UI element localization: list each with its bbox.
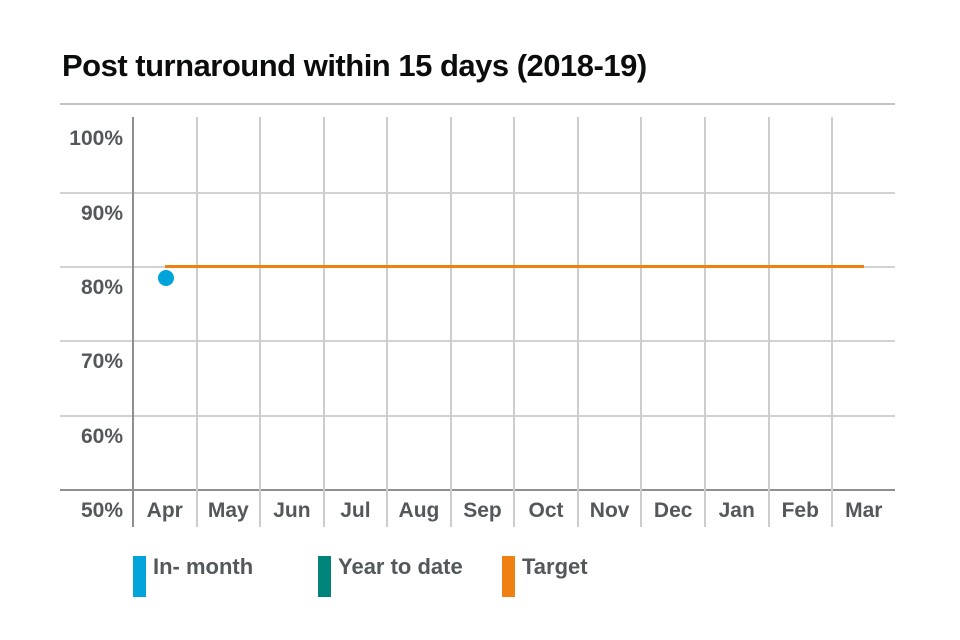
v-gridline: [259, 117, 262, 527]
x-tick-label: Apr: [146, 499, 183, 522]
x-tick-label: Jan: [718, 499, 755, 522]
v-gridline: [513, 117, 516, 527]
year-to-date-label: Year to date: [338, 554, 463, 579]
x-tick-label: Jul: [340, 499, 371, 522]
y-tick-label: 90%: [80, 201, 123, 225]
chart-title: Post turnaround within 15 days (2018-19): [62, 48, 647, 83]
v-gridline: [640, 117, 643, 527]
y-axis-line: [132, 117, 134, 527]
legend-item-in-month: In- month: [133, 556, 253, 597]
x-axis-line: [60, 489, 895, 491]
x-tick-label: Mar: [845, 499, 883, 522]
v-gridline: [195, 117, 198, 527]
v-gridline: [576, 117, 579, 527]
h-gridline: [60, 191, 895, 194]
y-tick-label: 100%: [69, 127, 123, 151]
x-tick-label: Nov: [589, 499, 630, 522]
x-tick-label: Sep: [463, 499, 502, 522]
in-month-swatch: [133, 556, 146, 597]
legend-item-target: Target: [502, 556, 588, 597]
y-tick-label: 70%: [80, 350, 123, 374]
target-swatch: [502, 556, 515, 597]
year-to-date-swatch: [318, 556, 331, 597]
y-tick-label: 60%: [80, 424, 123, 448]
x-tick-label: Oct: [528, 499, 564, 522]
x-tick-label: Feb: [781, 499, 819, 522]
y-tick-label: 50%: [80, 499, 123, 522]
v-gridline: [386, 117, 389, 527]
v-gridline: [703, 117, 706, 527]
target-line: [164, 265, 864, 268]
x-tick-label: Aug: [398, 499, 440, 522]
h-gridline: [60, 340, 895, 343]
h-gridline: [60, 414, 895, 417]
in-month-label: In- month: [153, 554, 254, 579]
data-point: [157, 270, 174, 287]
chart-top-border: [60, 103, 895, 105]
x-tick-label: Jun: [273, 499, 311, 522]
legend-item-year-to-date: Year to date: [318, 556, 463, 597]
x-tick-label: Dec: [653, 499, 693, 522]
v-gridline: [831, 117, 834, 527]
v-gridline: [767, 117, 770, 527]
x-tick-label: May: [207, 499, 249, 522]
v-gridline: [449, 117, 452, 527]
v-gridline: [322, 117, 325, 527]
target-label: Target: [522, 554, 588, 579]
y-tick-label: 80%: [80, 276, 123, 299]
